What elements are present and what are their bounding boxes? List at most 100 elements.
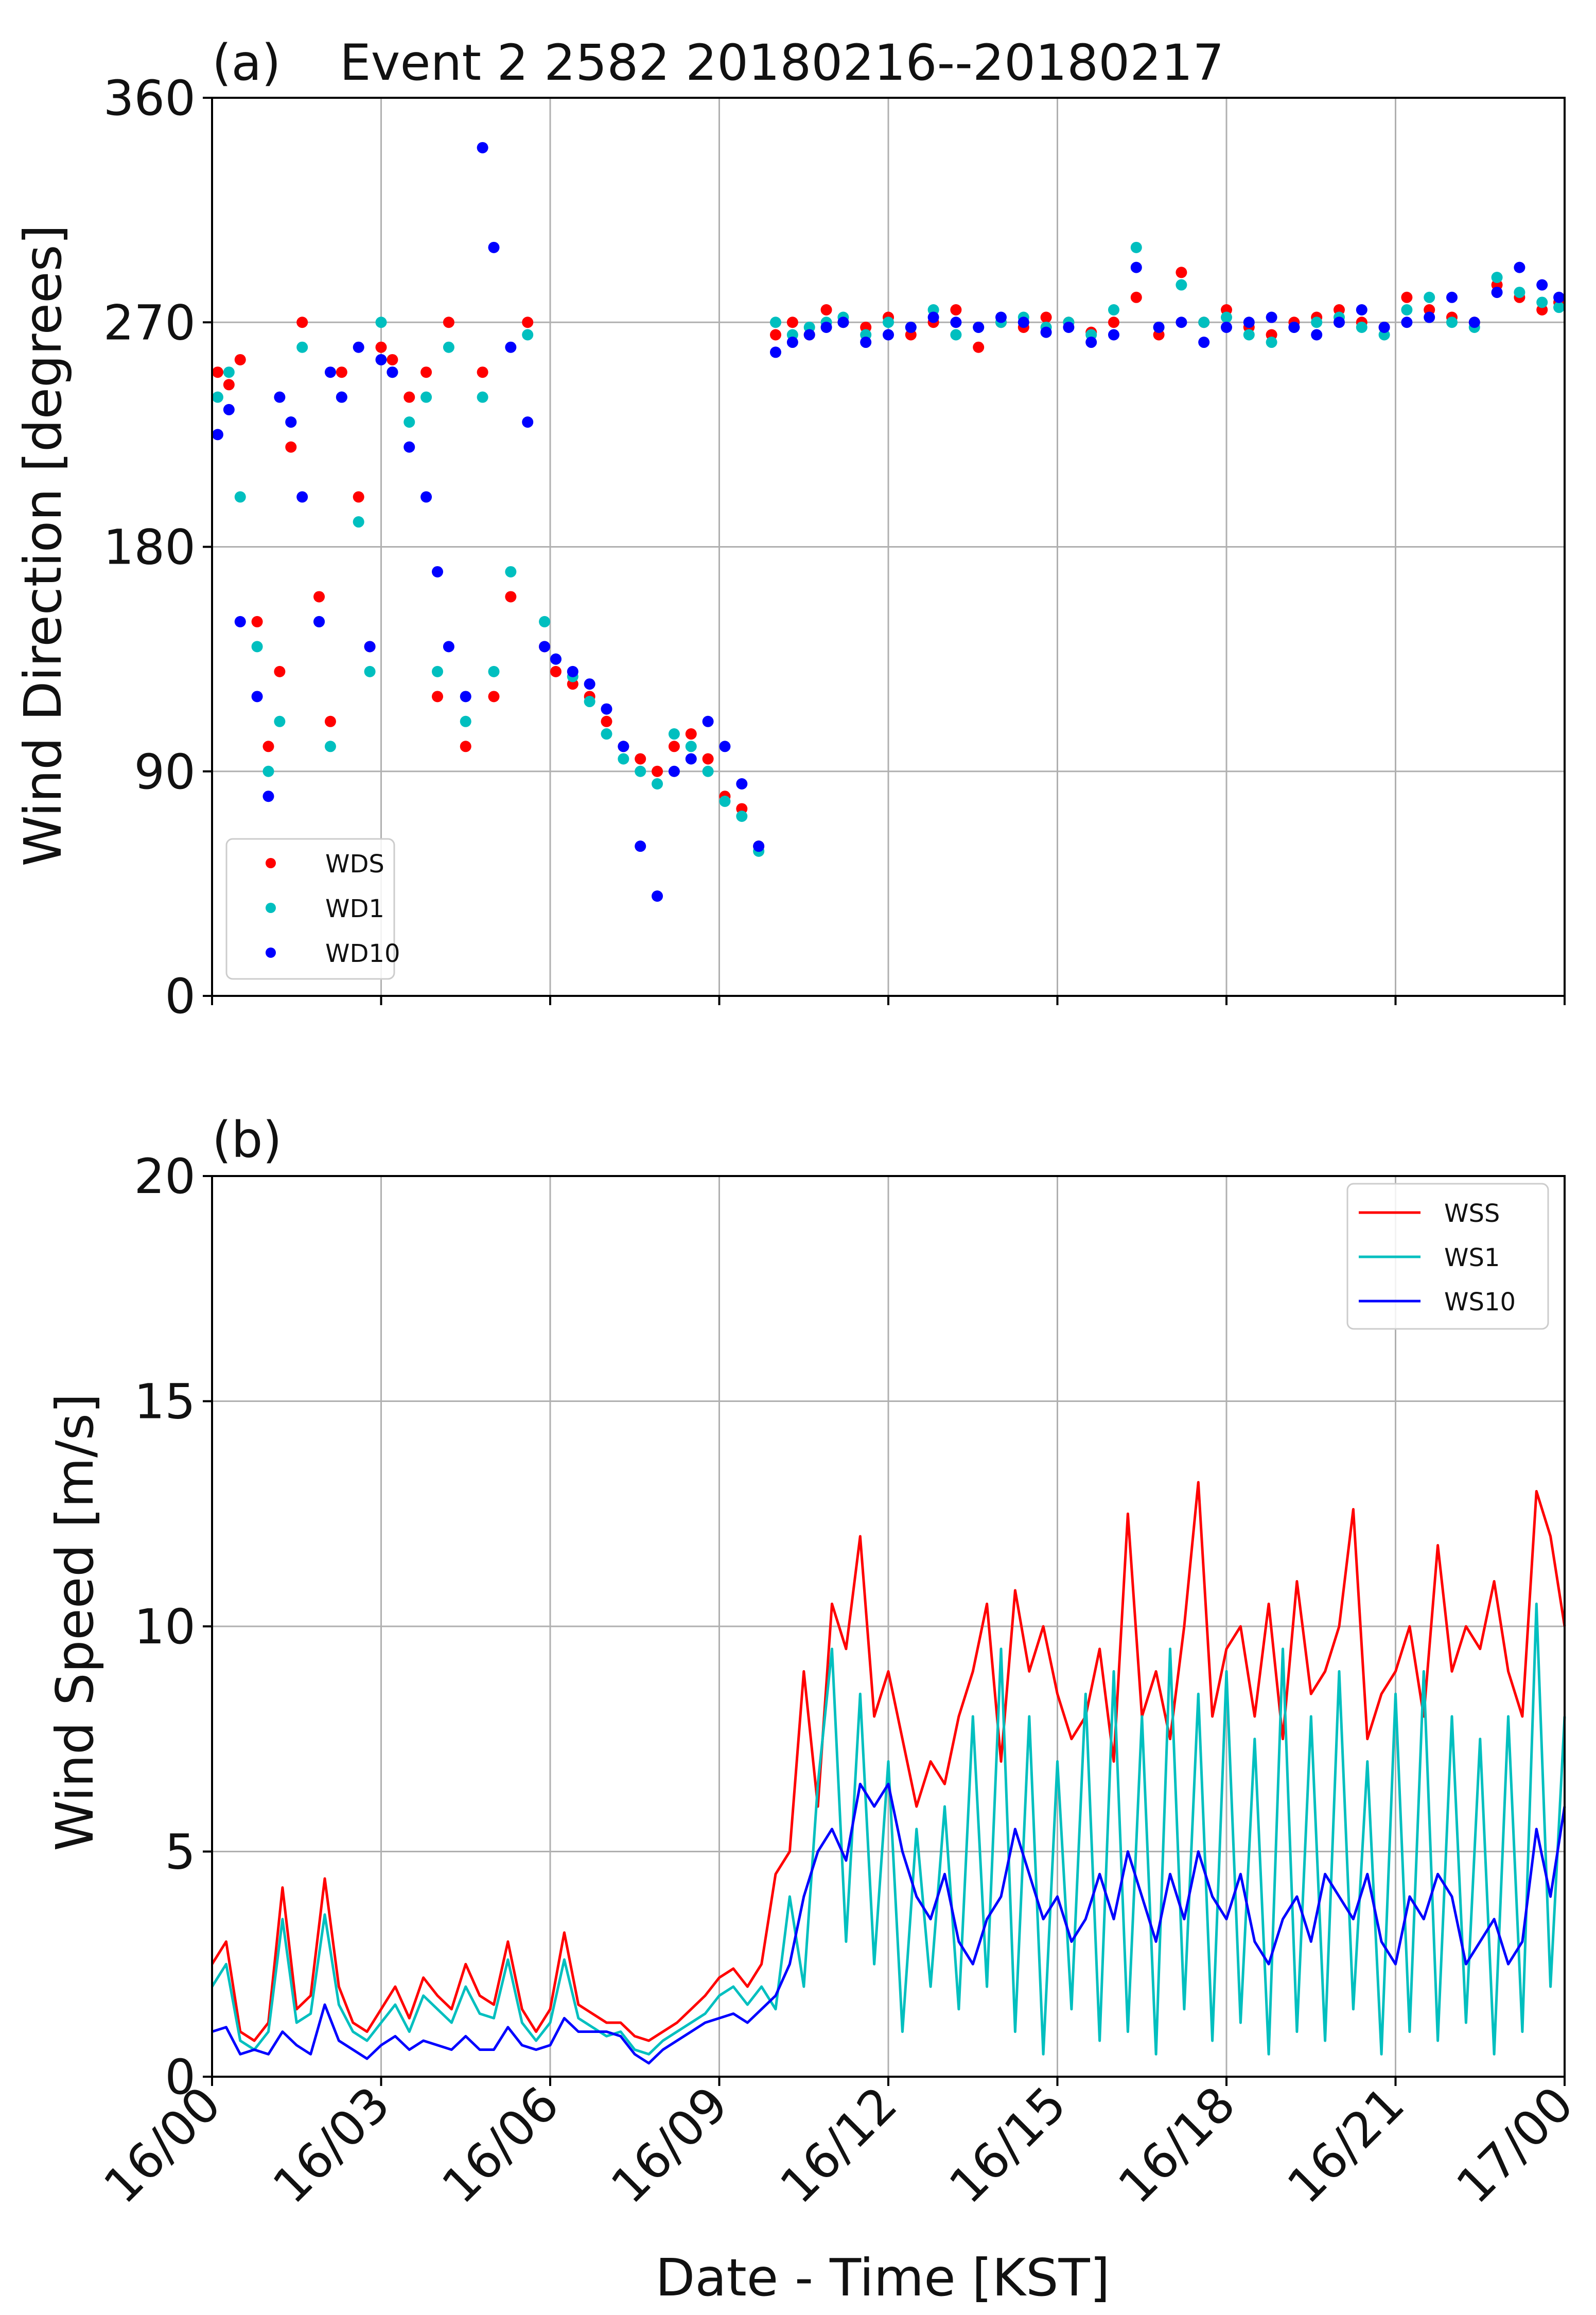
point-wds [505,591,517,603]
x-tick-label: 16/00 [94,2076,232,2215]
point-wd10 [883,329,894,341]
point-wd10 [336,391,347,403]
point-wd1 [685,741,697,752]
point-wds [973,341,985,353]
point-wd10 [668,765,680,777]
legend-a-box [225,838,395,980]
y-tick-label: 5 [165,1825,196,1881]
point-wd1 [477,391,488,403]
panel-a-wind-direction: 0 90 180 270 360 (a) Event 2 2582 20180216--… [13,34,1566,1025]
point-wd10 [905,321,917,333]
point-wds [251,616,263,627]
x-axis-label: Date - Time [KST] [655,2248,1110,2308]
line-wss [211,1481,1566,2042]
point-wd1 [601,728,612,740]
point-wd10 [550,653,562,665]
point-wd10 [803,329,815,341]
point-wd10 [432,566,443,577]
point-wd1 [1130,241,1142,253]
point-wd1 [668,728,680,740]
point-wd10 [618,741,629,752]
point-wds [488,691,500,703]
point-wd10 [387,366,398,378]
point-wd1 [719,795,731,807]
point-wds [550,665,562,677]
point-wd10 [1153,321,1165,333]
x-tick-label: 16/06 [432,2076,570,2215]
point-wd10 [1018,317,1029,328]
point-wd10 [1130,261,1142,273]
point-wd10 [1243,317,1255,328]
point-wd10 [736,778,748,790]
panel-b-line-series [211,1481,1566,2065]
point-wd10 [685,753,697,765]
y-tick-label: 15 [134,1374,196,1430]
x-tick-label: 16/09 [601,2076,739,2215]
point-wd10 [837,317,849,328]
point-wd1 [296,341,308,353]
point-wds [432,691,443,703]
point-wds [1176,267,1187,278]
point-wd10 [375,354,387,365]
point-wd10 [1424,311,1435,323]
x-tick-label: 16/18 [1108,2076,1247,2215]
y-axis-label-speed: Wind Speed [m/s] [45,1393,105,1851]
legend-b-label-ws1: WS1 [1444,1243,1500,1272]
point-wd10 [1401,317,1413,328]
point-wd10 [420,491,432,503]
x-tick-label: 16/21 [1277,2076,1415,2215]
point-wd1 [584,696,595,708]
point-wds [375,341,387,353]
point-wd1 [1176,279,1187,291]
point-wd10 [950,317,962,328]
legend-a-marker-wds [266,858,276,868]
point-wd10 [753,840,765,852]
point-wd1 [1424,291,1435,303]
point-wd10 [251,691,263,703]
point-wd1 [234,491,246,503]
point-wd10 [1356,304,1367,316]
point-wd1 [262,765,274,777]
point-wd10 [262,791,274,802]
legend-a-label-wd10: WD10 [325,939,400,968]
point-wd1 [1536,296,1548,308]
point-wd10 [1085,337,1097,348]
point-wd10 [584,678,595,690]
point-wd10 [234,616,246,627]
point-wd10 [567,665,578,677]
y-axis-label-direction: Wind Direction [degrees] [13,224,73,866]
y-tick-label: 20 [134,1149,196,1205]
point-wd1 [618,753,629,765]
point-wd1 [1553,302,1565,313]
point-wd1 [505,566,517,577]
point-wd10 [285,416,297,428]
point-wds [668,741,680,752]
line-ws1 [211,1602,1566,2056]
point-wds [635,753,646,765]
panel-b-wind-speed: 16/00 16/03 16/06 16/09 16/12 16/15 16/18 16/21… [45,1111,1584,2308]
point-wd10 [1514,261,1525,273]
y-tick-label: 270 [103,295,196,351]
point-wd10 [860,337,872,348]
point-wds [324,715,336,727]
point-wd1 [274,715,286,727]
point-wds [443,317,454,328]
x-tick-label: 17/00 [1446,2076,1585,2215]
point-wds [685,728,697,740]
point-wd1 [1446,317,1458,328]
series-wd10 [212,142,1565,902]
point-wd1 [251,641,263,653]
legend-b-label-wss: WSS [1444,1199,1500,1228]
point-wds [652,765,663,777]
point-wds [336,366,347,378]
point-wd10 [353,341,364,353]
point-wd10 [1334,317,1345,328]
legend-a: WDS WD1 WD10 [225,838,400,980]
point-wds [313,591,325,603]
point-wd1 [375,317,387,328]
point-wd10 [404,441,415,453]
legend-a-marker-wd10 [266,948,276,958]
point-wd10 [1063,321,1075,333]
point-wds [262,741,274,752]
